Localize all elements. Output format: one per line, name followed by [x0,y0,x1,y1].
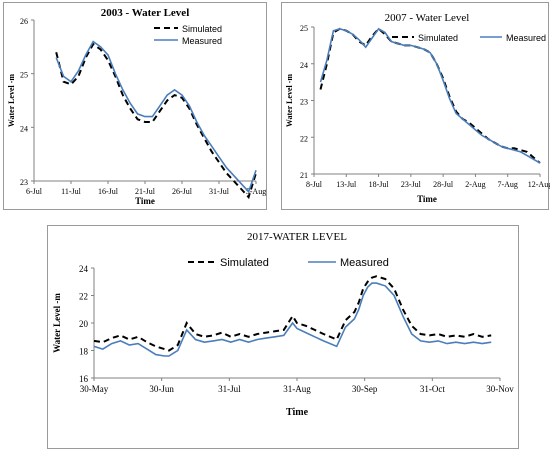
chart-2017-svg: 2017-WATER LEVEL 16 18 20 22 24 30-May 30-Jun 31… [52,231,514,418]
chart3-series-simulated-line [93,275,492,352]
chart-2003-svg: 2003 - Water Level 23 24 25 26 6-Jul 11-Jul 16-… [7,7,266,206]
chart1-legend-measured-label: Measured [182,36,222,46]
chart3-legend-measured-label: Measured [340,257,389,269]
chart3-legend-simulated-label: Simulated [220,257,269,269]
chart2-x-tick-label: 2-Aug [465,180,485,189]
chart1-y-axis-label: Water Level -m [7,74,16,128]
chart1-series-measured-line [55,40,257,194]
chart1-y-tick-label: 26 [20,17,28,26]
chart1-x-tick-label: 6-Jul [26,187,43,196]
chart2-series-simulated-line [319,27,541,164]
chart3-x-tick-label: 31-Oct [420,384,445,394]
chart2-y-tick-label: 24 [300,61,308,70]
chart1-x-tick-label: 16-Jul [98,187,119,196]
chart2-x-tick-label: 28-Jul [433,180,454,189]
chart1-y-tick-label: 23 [20,178,28,187]
chart1-x-tick-label: 26-Jul [172,187,193,196]
chart-panel-2003: 2003 - Water Level 23 24 25 26 6-Jul 11-Jul 16-… [3,2,267,210]
chart3-y-tick-label: 24 [79,264,89,274]
chart3-x-axis-label: Time [286,407,309,418]
chart3-series-measured-line [93,282,492,357]
chart2-x-tick-label: 7-Aug [497,180,517,189]
chart1-x-axis-label: Time [135,196,155,206]
chart2-x-tick-label: 23-Jul [401,180,422,189]
chart-2007-svg: 2007 - Water Level 21 22 23 24 25 8-Jul 13-Jul 1… [285,12,550,204]
chart3-x-tick-label: 30-Sep [352,384,378,394]
chart-panel-2007: 2007 - Water Level 21 22 23 24 25 8-Jul 13-Jul 1… [281,2,550,210]
chart1-series-simulated-line [55,42,257,200]
chart2-x-tick-label: 8-Jul [306,180,323,189]
chart1-x-tick-label: 21-Jul [135,187,156,196]
chart2-x-axis-label: Time [417,194,437,204]
chart3-y-tick-label: 16 [79,374,89,384]
chart3-x-tick-label: 31-Jul [218,384,241,394]
chart3-x-tick-label: 31-Aug [283,384,311,394]
chart2-x-tick-label: 13-Jul [336,180,357,189]
chart3-y-tick-label: 18 [79,347,89,357]
chart3-x-tick-label: 30-Jun [149,384,174,394]
chart2-title: 2007 - Water Level [385,12,470,24]
chart1-x-tick-label: 5-Aug [246,187,266,196]
chart1-title: 2003 - Water Level [101,7,190,19]
chart2-legend-measured-label: Measured [506,33,546,43]
chart1-y-tick-label: 24 [20,124,28,133]
chart1-x-tick-label: 11-Jul [61,187,81,196]
chart3-title: 2017-WATER LEVEL [247,231,347,243]
chart3-x-tick-label: 30-May [80,384,109,394]
chart2-legend-simulated-label: Simulated [418,33,458,43]
chart1-x-tick-label: 31-Jul [209,187,230,196]
chart2-y-tick-label: 22 [300,134,308,143]
chart2-x-tick-label: 18-Jul [369,180,390,189]
chart2-y-axis-label: Water Level -m [285,74,294,128]
chart2-series-measured-line [319,27,541,164]
chart2-y-tick-label: 21 [300,171,308,180]
chart3-x-tick-label: 30-Nov [486,384,514,394]
chart2-x-tick-label: 12-Aug [528,180,550,189]
chart3-y-tick-label: 22 [79,292,88,302]
chart-panel-2017: 2017-WATER LEVEL 16 18 20 22 24 30-May 30-Jun 31… [47,225,519,449]
chart2-y-tick-label: 23 [300,98,308,107]
chart3-y-tick-label: 20 [79,319,89,329]
chart3-y-axis-label: Water Level -m [52,293,62,353]
chart2-y-tick-label: 25 [300,24,308,33]
chart1-legend-simulated-label: Simulated [182,24,222,34]
chart1-y-tick-label: 25 [20,71,28,80]
